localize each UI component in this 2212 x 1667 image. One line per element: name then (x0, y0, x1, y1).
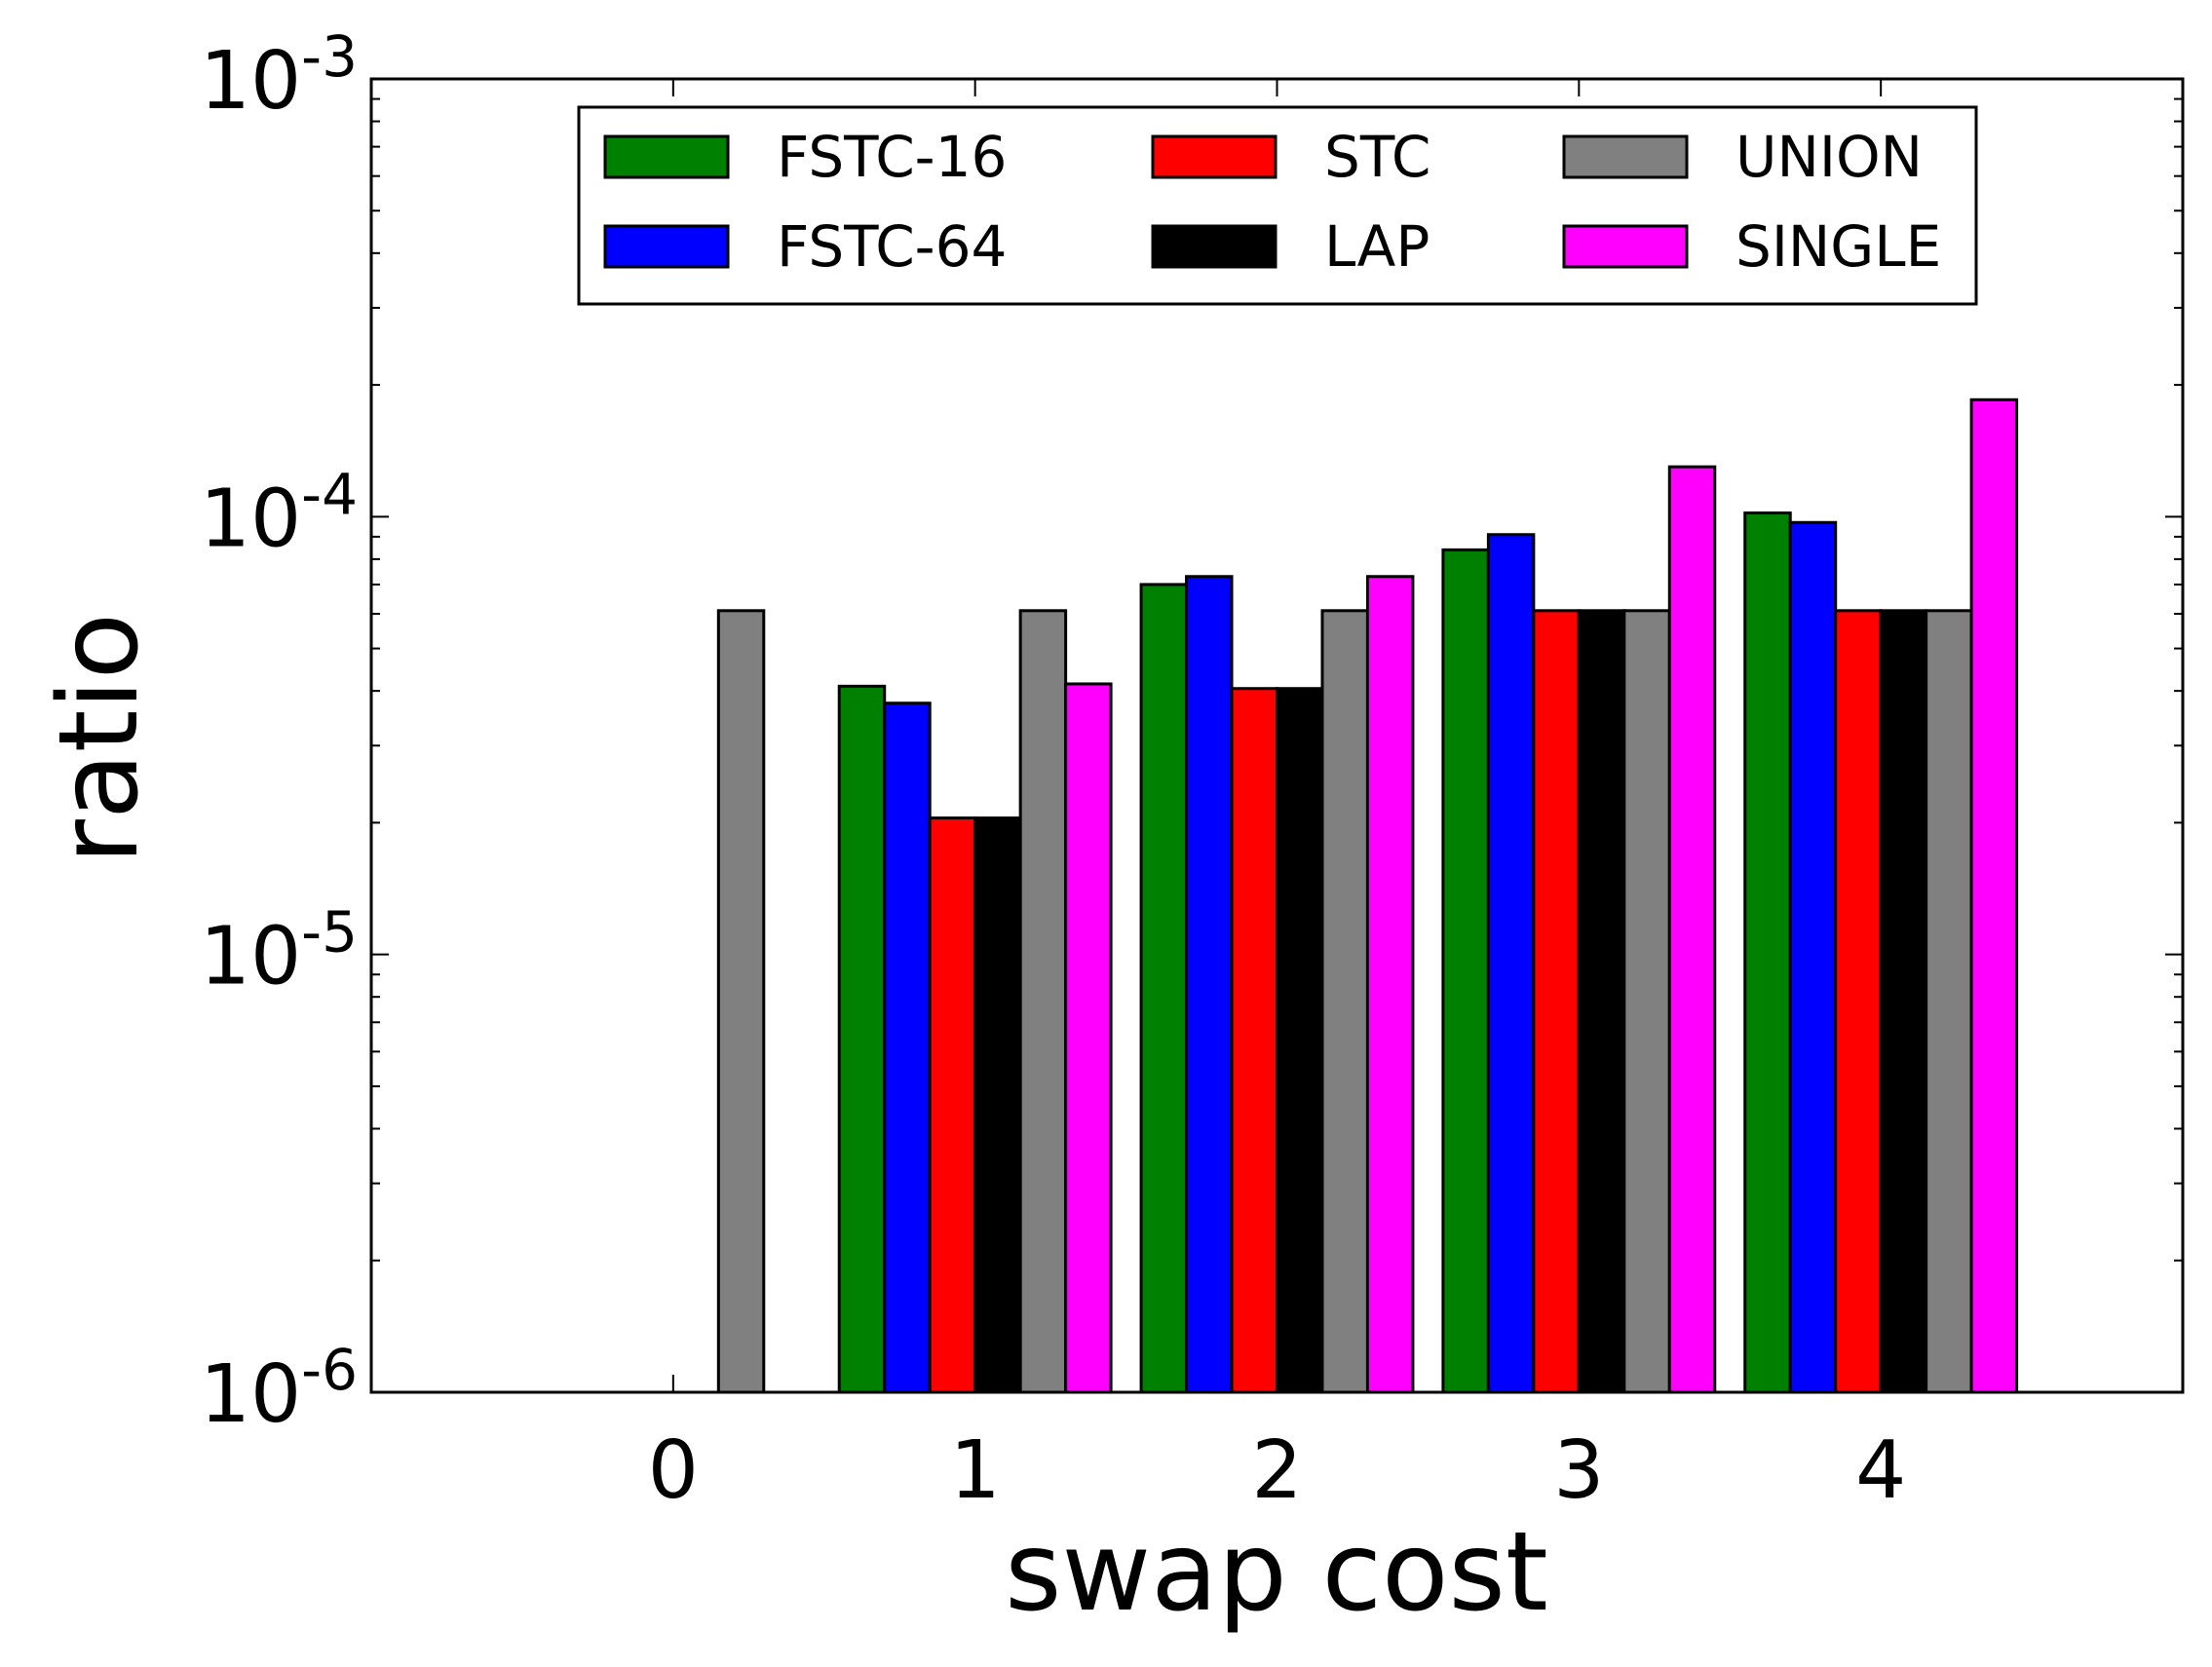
legend-label-union: UNION (1735, 124, 1923, 190)
bar-lap-1 (973, 816, 1022, 1394)
legend-label-lap: LAP (1324, 213, 1430, 280)
bar-fstc-16-4 (1743, 511, 1792, 1394)
y-tick-label: 10-5 (200, 899, 358, 1004)
legend-label-single: SINGLE (1735, 213, 1941, 280)
bar-fstc-64-1 (883, 701, 932, 1394)
legend-swatch-stc (1151, 134, 1278, 179)
bar-single-1 (1064, 682, 1113, 1394)
bar-fstc-64-3 (1486, 533, 1536, 1394)
y-tick-label: 10-3 (200, 23, 358, 128)
bar-lap-2 (1276, 687, 1324, 1394)
y-tick-labels: 10-6 10-5 10-4 10-3 (200, 23, 358, 1441)
legend-swatch-fstc-64 (603, 224, 730, 269)
bar-stc-3 (1532, 609, 1581, 1394)
x-tick-label: 2 (1251, 1424, 1302, 1517)
x-axis-label: swap cost (1005, 1509, 1548, 1636)
bar-union-2 (1320, 609, 1369, 1394)
bar-single-2 (1365, 575, 1415, 1394)
bar-single-4 (1969, 398, 2019, 1394)
bars-group (716, 398, 2019, 1394)
bar-stc-4 (1834, 609, 1883, 1394)
legend-swatch-union (1562, 134, 1689, 179)
bar-single-3 (1667, 465, 1717, 1394)
legend: FSTC-16 FSTC-64 STC LAP UNION SINGLE (577, 105, 1978, 306)
x-tick-label: 4 (1855, 1424, 1906, 1517)
legend-label-stc: STC (1324, 124, 1430, 190)
y-tick-label: 10-6 (200, 1337, 358, 1441)
bar-stc-2 (1230, 687, 1279, 1394)
bar-union-4 (1925, 609, 1973, 1394)
bar-union-3 (1622, 609, 1671, 1394)
bar-fstc-16-2 (1139, 583, 1189, 1394)
legend-swatch-single (1562, 224, 1689, 269)
bar-lap-4 (1879, 609, 1928, 1394)
bar-lap-3 (1577, 609, 1626, 1394)
legend-label-fstc-16: FSTC-16 (777, 124, 1007, 190)
bar-fstc-16-1 (837, 684, 887, 1394)
bar-fstc-16-3 (1441, 548, 1490, 1394)
bar-fstc-64-2 (1185, 575, 1234, 1394)
bar-union-0 (716, 609, 766, 1394)
y-axis-label: ratio (36, 613, 163, 864)
bar-fstc-64-4 (1788, 520, 1838, 1394)
bar-union-1 (1018, 609, 1068, 1394)
x-tick-labels: 0 1 2 3 4 (648, 1424, 1907, 1517)
plot-frame (369, 77, 2185, 1394)
legend-label-fstc-64: FSTC-64 (777, 213, 1007, 280)
legend-swatch-fstc-16 (603, 134, 730, 179)
legend-box (577, 105, 1978, 306)
x-tick-label: 3 (1553, 1424, 1604, 1517)
y-tick-label: 10-4 (200, 461, 358, 565)
bar-stc-1 (928, 816, 977, 1394)
legend-swatch-lap (1151, 224, 1278, 269)
x-tick-label: 1 (950, 1424, 1001, 1517)
x-tick-label: 0 (648, 1424, 699, 1517)
